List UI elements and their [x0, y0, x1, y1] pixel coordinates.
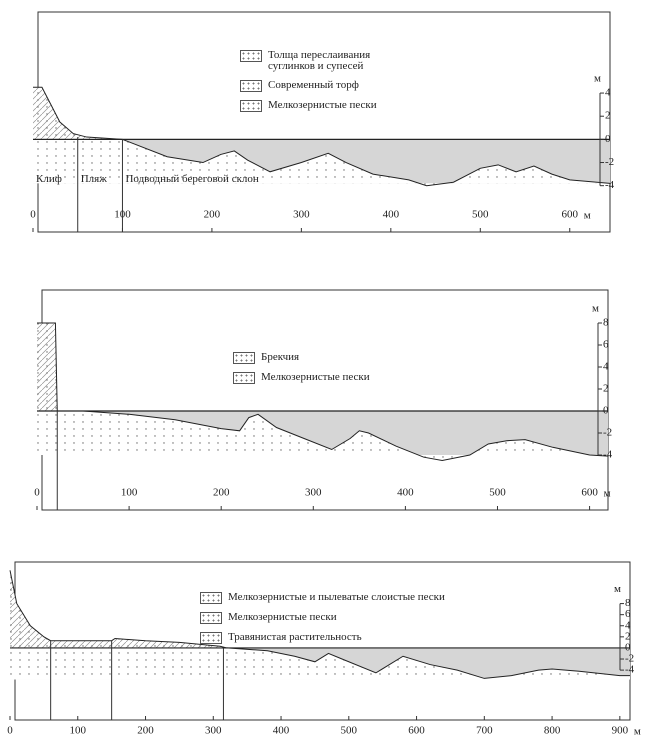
legend-symbol	[200, 612, 222, 624]
legend-label: Травянистая растительность	[228, 632, 362, 643]
x-tick-label: 400	[273, 725, 290, 737]
frame	[42, 290, 608, 510]
legend-symbol	[233, 372, 255, 384]
y-axis-unit: м	[594, 73, 601, 85]
x-tick-label: 100	[114, 209, 131, 221]
y-tick-label: 6	[603, 339, 609, 351]
legend-item: Травянистая растительность	[200, 632, 560, 644]
x-tick-label: 0	[7, 725, 13, 737]
x-tick-label: 100	[121, 487, 138, 499]
legend: Брекчия Мелкозернистые пески	[233, 352, 453, 392]
y-tick-label: 4	[603, 361, 609, 373]
y-tick-label: -4	[605, 179, 615, 191]
x-tick-label: 900	[612, 725, 629, 737]
x-tick-label: 500	[341, 725, 358, 737]
y-axis-unit: м	[592, 303, 599, 315]
x-tick-label: 0	[34, 487, 40, 499]
legend-symbol	[200, 632, 222, 644]
legend: Мелкозернистые и пылеватые слоистые песк…	[200, 592, 560, 652]
x-tick-label: 700	[476, 725, 493, 737]
x-tick-label: 800	[544, 725, 561, 737]
x-axis-unit: м	[634, 726, 641, 738]
y-tick-label: -2	[605, 156, 614, 168]
frame	[38, 12, 610, 232]
y-tick-label: 4	[605, 87, 611, 99]
zone-label: Пляж	[81, 173, 107, 185]
legend-label: Мелкозернистые пески	[228, 612, 337, 623]
legend-symbol	[233, 352, 255, 364]
x-tick-label: 200	[137, 725, 154, 737]
legend-label: Мелкозернистые и пылеватые слоистые песк…	[228, 592, 445, 603]
y-tick-label: -4	[625, 664, 635, 676]
zone-label: Подводный береговой склон	[125, 173, 258, 185]
x-tick-label: 600	[561, 209, 578, 221]
x-tick-label: 500	[472, 209, 489, 221]
x-tick-label: 500	[489, 487, 506, 499]
legend-label: Мелкозернистые пески	[261, 372, 370, 383]
x-tick-label: 400	[383, 209, 400, 221]
x-tick-label: 300	[305, 487, 322, 499]
y-tick-label: 0	[603, 405, 609, 417]
x-tick-label: 300	[293, 209, 310, 221]
legend-label: Мелкозернистые пески	[268, 100, 377, 111]
legend-symbol	[200, 592, 222, 604]
x-axis-unit: м	[584, 210, 591, 222]
zone-label: Клиф	[36, 173, 62, 185]
y-tick-label: 2	[605, 110, 611, 122]
legend-symbol	[240, 80, 262, 92]
x-tick-label: 200	[213, 487, 230, 499]
x-tick-label: 300	[205, 725, 222, 737]
legend-symbol	[240, 100, 262, 112]
legend-symbol	[240, 50, 262, 62]
legend-label: Современный торф	[268, 80, 359, 91]
x-tick-label: 0	[30, 209, 36, 221]
figure: КлифПляжПодводный береговой склон0100200…	[0, 0, 650, 743]
y-tick-label: -2	[603, 427, 612, 439]
legend-item: Толща переслаивания суглинков и супесей	[240, 50, 390, 72]
legend-item: Мелкозернистые пески	[200, 612, 560, 624]
legend-item: Мелкозернистые пески	[240, 100, 390, 112]
y-tick-label: 0	[605, 133, 611, 145]
legend-item: Брекчия	[233, 352, 453, 364]
x-tick-label: 400	[397, 487, 414, 499]
legend-item: Мелкозернистые и пылеватые слоистые песк…	[200, 592, 560, 604]
legend-label: Брекчия	[261, 352, 299, 363]
y-tick-label: 2	[603, 383, 609, 395]
x-tick-label: 200	[204, 209, 221, 221]
x-tick-label: 600	[581, 487, 598, 499]
legend-label: Толща переслаивания суглинков и супесей	[268, 50, 390, 72]
x-tick-label: 100	[70, 725, 87, 737]
y-tick-label: 8	[603, 317, 609, 329]
y-axis-unit: м	[614, 583, 621, 595]
legend-item: Современный торф	[240, 80, 390, 92]
legend: Толща переслаивания суглинков и супесей С…	[240, 50, 390, 120]
y-tick-label: -4	[603, 449, 613, 461]
x-tick-label: 600	[408, 725, 425, 737]
legend-item: Мелкозернистые пески	[233, 372, 453, 384]
x-axis-unit: м	[604, 488, 611, 500]
